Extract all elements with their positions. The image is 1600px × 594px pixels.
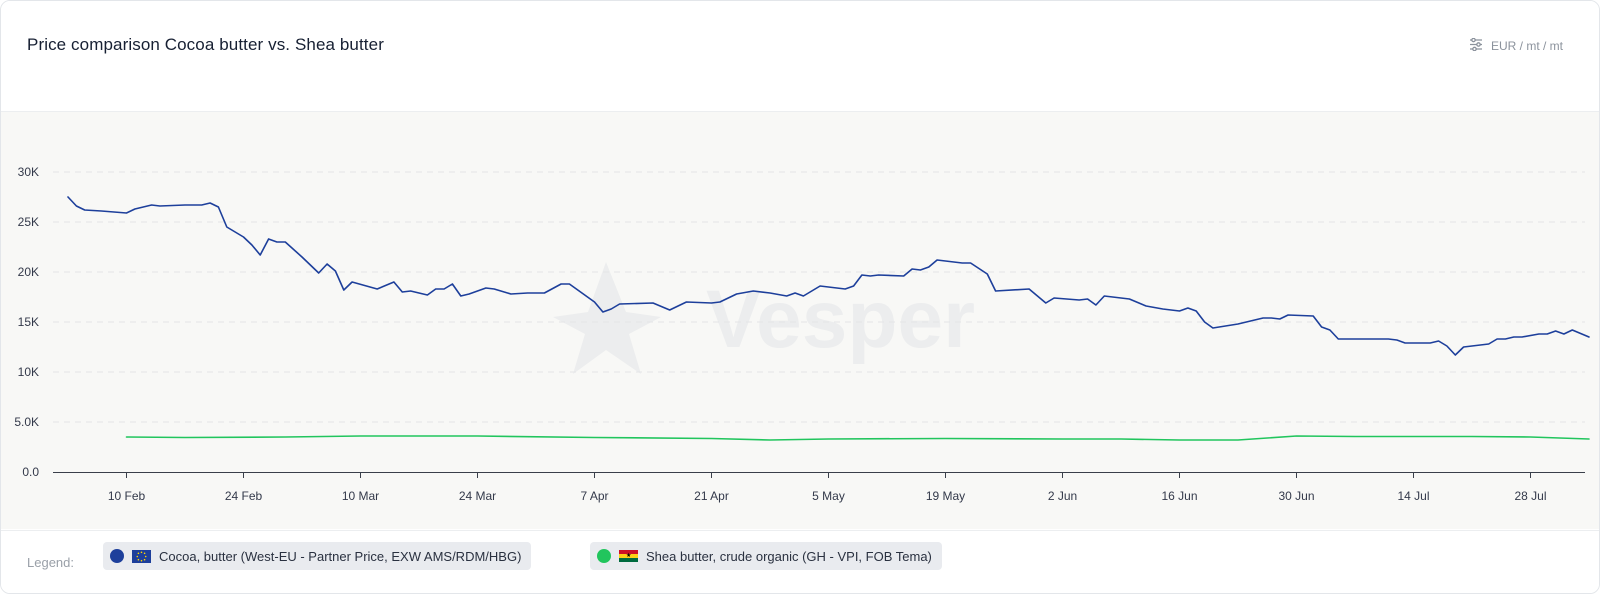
x-tick-label: 21 Apr <box>694 489 729 503</box>
axes: 0.0 5.0K 10K 15K 20K 25K 30K 10 Feb 24 Feb 10 Mar… <box>14 165 1585 503</box>
y-tick-label: 10K <box>18 365 39 379</box>
grid <box>53 171 1585 423</box>
sliders-icon[interactable] <box>1469 37 1483 54</box>
unit-selector[interactable]: EUR / mt / mt <box>1469 37 1563 54</box>
x-tick-label: 10 Feb <box>108 489 146 503</box>
line-chart: Vesper 0.0 5.0K 10K 15K 20K 25K 30K 10 Feb 24 Fe… <box>14 165 1590 503</box>
chart-title: Price comparison Cocoa butter vs. Shea b… <box>27 35 384 54</box>
legend-item-label: Cocoa, butter (West-EU - Partner Price, … <box>159 548 522 564</box>
x-tick-label: 24 Feb <box>225 489 263 503</box>
series-line-cocoa-butter[interactable] <box>67 196 1590 356</box>
legend-item-cocoa-butter[interactable]: Cocoa, butter (West-EU - Partner Price, … <box>103 542 532 570</box>
x-tick-label: 28 Jul <box>1514 489 1546 503</box>
x-tick-label: 2 Jun <box>1048 489 1077 503</box>
x-tick-label: 30 Jun <box>1278 489 1314 503</box>
vesper-watermark: Vesper <box>553 262 975 374</box>
vesper-logo-icon <box>553 262 661 374</box>
x-tick-label: 19 May <box>926 489 965 503</box>
y-tick-label: 5.0K <box>14 415 39 429</box>
chart-header: Price comparison Cocoa butter vs. Shea b… <box>1 1 1599 112</box>
series-lines <box>67 196 1590 441</box>
y-tick-label: 20K <box>18 265 39 279</box>
x-tick-label: 10 Mar <box>342 489 379 503</box>
legend-item-label: Shea butter, crude organic (GH - VPI, FO… <box>646 548 932 564</box>
eu-flag-icon <box>132 549 151 563</box>
ghana-flag-icon: ★ <box>619 549 638 563</box>
plot-area: Vesper 0.0 5.0K 10K 15K 20K 25K 30K 10 Feb 24 Fe… <box>1 112 1599 529</box>
y-tick-label: 25K <box>18 215 39 229</box>
series-color-dot <box>110 549 124 563</box>
series-line-shea-butter[interactable] <box>125 435 1590 441</box>
y-tick-label: 30K <box>18 165 39 179</box>
x-tick-label: 16 Jun <box>1161 489 1197 503</box>
unit-label[interactable]: EUR / mt / mt <box>1491 39 1563 53</box>
series-color-dot <box>597 549 611 563</box>
x-tick-label: 5 May <box>812 489 845 503</box>
x-tick-label: 24 Mar <box>459 489 496 503</box>
x-tick-label: 7 Apr <box>580 489 608 503</box>
x-tick-label: 14 Jul <box>1397 489 1429 503</box>
legend: Legend: Cocoa, butter (West-EU - Partner… <box>1 530 1599 593</box>
y-tick-label: 0.0 <box>22 465 39 479</box>
legend-label: Legend: <box>27 555 74 570</box>
legend-item-shea-butter[interactable]: ★ Shea butter, crude organic (GH - VPI, … <box>590 542 942 570</box>
y-tick-label: 15K <box>18 315 39 329</box>
